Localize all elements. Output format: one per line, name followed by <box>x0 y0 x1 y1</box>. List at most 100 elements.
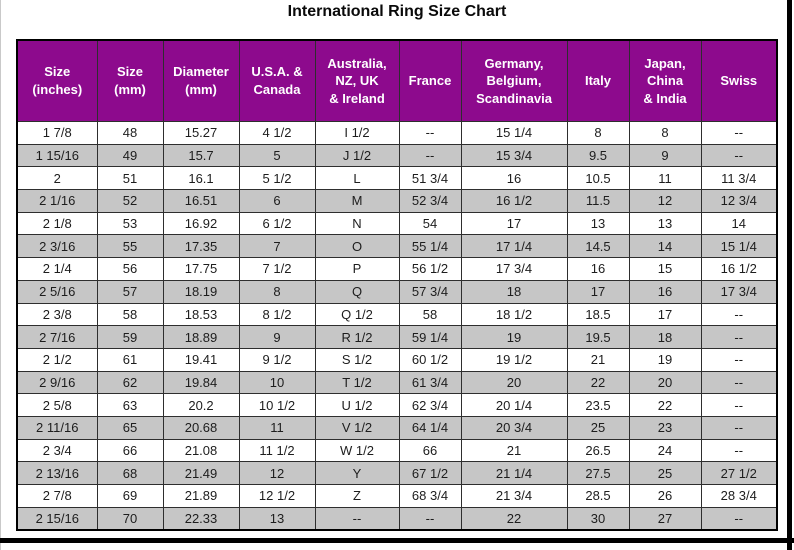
table-cell: 11 1/2 <box>238 438 316 463</box>
table-cell: Q <box>314 279 400 304</box>
table-cell: 11 3/4 <box>700 166 778 191</box>
table-cell: 12 <box>238 461 316 485</box>
table-cell: S 1/2 <box>314 347 400 372</box>
column-header: Germany, Belgium, Scandinavia <box>460 39 568 122</box>
bottom-frame-line <box>0 538 794 543</box>
table-cell: 8 1/2 <box>238 302 316 327</box>
table-cell: 7 1/2 <box>238 257 316 281</box>
table-cell: 19 <box>460 325 568 349</box>
table-cell: 66 <box>398 438 462 463</box>
table-cell: -- <box>700 506 778 531</box>
table-cell: 59 <box>96 325 164 349</box>
table-cell: 25 <box>628 461 702 485</box>
table-cell: 16 1/2 <box>700 257 778 281</box>
table-cell: U 1/2 <box>314 393 400 417</box>
table-cell: 5 <box>238 143 316 168</box>
table-cell: 55 <box>96 234 164 259</box>
table-cell: 27.5 <box>566 461 630 485</box>
column-header: Swiss <box>700 39 778 122</box>
table-cell: 21.08 <box>162 438 240 463</box>
table-cell: 20 <box>460 370 568 395</box>
table-cell: 16.92 <box>162 211 240 236</box>
table-row: 2 7/16 59 18.89 9 R 1/2 59 1/4 19 19.5 18 -- <box>16 325 778 349</box>
table-row: 2 9/16 62 19.84 10 T 1/2 61 3/4 20 22 20 -- <box>16 370 778 395</box>
table-cell: 15 <box>628 257 702 281</box>
table-body: 1 7/8 48 15.27 4 1/2 I 1/2 -- 15 1/4 8 8 -- 1 15/1… <box>16 121 778 531</box>
table-cell: 21 3/4 <box>460 484 568 508</box>
table-cell: 19.5 <box>566 325 630 349</box>
table-cell: 20 <box>628 370 702 395</box>
table-cell: 21 1/4 <box>460 461 568 485</box>
table-cell: 17 <box>628 302 702 327</box>
table-cell: 16 <box>460 166 568 191</box>
table-cell: 20 1/4 <box>460 393 568 417</box>
table-cell: 7 <box>238 234 316 259</box>
table-cell: 16.1 <box>162 166 240 191</box>
table-cell: I 1/2 <box>314 121 400 145</box>
table-cell: 68 3/4 <box>398 484 462 508</box>
table-cell: 17 <box>566 279 630 304</box>
table-cell: 21 <box>566 347 630 372</box>
table-cell: 2 7/16 <box>16 325 98 349</box>
table-cell: -- <box>700 438 778 463</box>
table-cell: 2 1/4 <box>16 257 98 281</box>
header-row: Size (inches) Size (mm) Diameter (mm) U.S.A… <box>16 39 778 122</box>
table-cell: 12 3/4 <box>700 189 778 213</box>
table-cell: 23 <box>628 415 702 440</box>
table-row: 2 1/16 52 16.51 6 M 52 3/4 16 1/2 11.5 12 12 3/4 <box>16 189 778 213</box>
table-cell: 27 <box>628 506 702 531</box>
table-cell: 20 3/4 <box>460 415 568 440</box>
table-cell: 21.49 <box>162 461 240 485</box>
table-cell: 14 <box>628 234 702 259</box>
table-cell: N <box>314 211 400 236</box>
table-row: 2 1/8 53 16.92 6 1/2 N 54 17 13 13 14 <box>16 211 778 236</box>
table-cell: 10 1/2 <box>238 393 316 417</box>
ring-size-table: Size (inches) Size (mm) Diameter (mm) U.S.A… <box>16 39 778 532</box>
table-row: 2 3/16 55 17.35 7 O 55 1/4 17 1/4 14.5 14 15 1/4 <box>16 234 778 259</box>
column-header: Australia, NZ, UK & Ireland <box>314 39 400 122</box>
table-row: 1 15/16 49 15.7 5 J 1/2 -- 15 3/4 9.5 9 -- <box>16 143 778 168</box>
table-cell: O <box>314 234 400 259</box>
table-cell: 2 <box>16 166 98 191</box>
table-cell: 22 <box>628 393 702 417</box>
table-cell: 27 1/2 <box>700 461 778 485</box>
table-cell: Z <box>314 484 400 508</box>
table-cell: 57 3/4 <box>398 279 462 304</box>
table-cell: 65 <box>96 415 164 440</box>
table-cell: 22 <box>566 370 630 395</box>
table-cell: -- <box>700 121 778 145</box>
table-cell: 68 <box>96 461 164 485</box>
column-header: U.S.A. & Canada <box>238 39 316 122</box>
table-cell: 2 13/16 <box>16 461 98 485</box>
table-cell: 14 <box>700 211 778 236</box>
table-cell: 17 3/4 <box>700 279 778 304</box>
table-cell: 12 <box>628 189 702 213</box>
table-cell: 17.75 <box>162 257 240 281</box>
table-cell: -- <box>700 143 778 168</box>
table-cell: 2 7/8 <box>16 484 98 508</box>
table-cell: 60 1/2 <box>398 347 462 372</box>
table-cell: 13 <box>238 506 316 531</box>
table-cell: 62 3/4 <box>398 393 462 417</box>
table-header: Size (inches) Size (mm) Diameter (mm) U.S.A… <box>16 39 778 122</box>
table-row: 1 7/8 48 15.27 4 1/2 I 1/2 -- 15 1/4 8 8 -- <box>16 121 778 145</box>
table-cell: 6 <box>238 189 316 213</box>
table-cell: 20.2 <box>162 393 240 417</box>
table-cell: 28.5 <box>566 484 630 508</box>
table-cell: 24 <box>628 438 702 463</box>
table-cell: 48 <box>96 121 164 145</box>
table-cell: W 1/2 <box>314 438 400 463</box>
table-cell: 17 <box>460 211 568 236</box>
table-cell: 2 1/8 <box>16 211 98 236</box>
table-cell: 6 1/2 <box>238 211 316 236</box>
table-cell: 10 <box>238 370 316 395</box>
right-frame-line <box>787 0 792 550</box>
table-cell: 30 <box>566 506 630 531</box>
table-cell: 64 1/4 <box>398 415 462 440</box>
column-header: Size (mm) <box>96 39 164 122</box>
table-row: 2 1/4 56 17.75 7 1/2 P 56 1/2 17 3/4 16 15 16 1/2 <box>16 257 778 281</box>
table-cell: 15.27 <box>162 121 240 145</box>
table-cell: 58 <box>96 302 164 327</box>
table-cell: 9.5 <box>566 143 630 168</box>
table-cell: 9 1/2 <box>238 347 316 372</box>
